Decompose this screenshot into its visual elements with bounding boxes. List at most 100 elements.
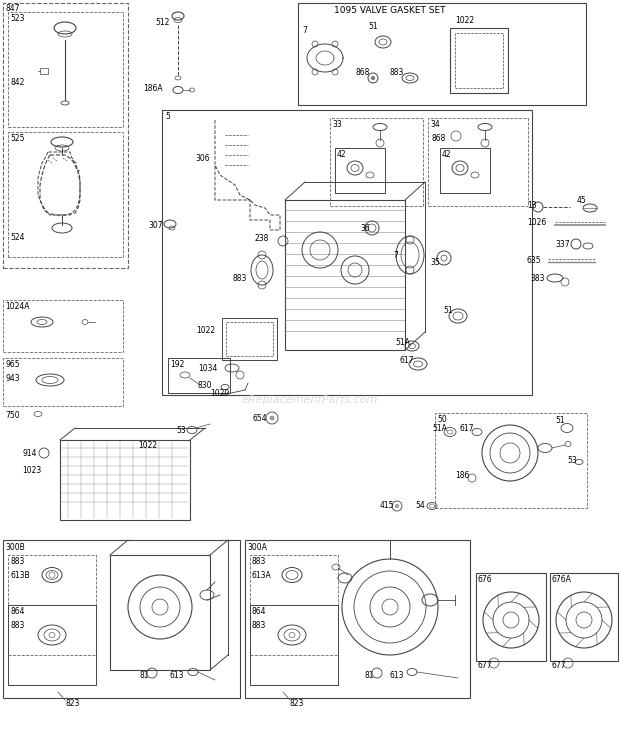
Text: 45: 45 [577,195,587,204]
Text: 1022: 1022 [196,326,215,334]
Text: 883: 883 [252,557,267,567]
Text: 81: 81 [365,670,374,679]
Text: 823: 823 [65,699,79,707]
Text: 81: 81 [140,670,149,679]
Bar [3,358,123,406]
Text: 300B: 300B [5,542,25,551]
Bar [435,413,587,508]
Text: 51: 51 [368,21,378,30]
Bar [8,605,96,685]
Text: 965: 965 [5,360,20,369]
Text: 53: 53 [176,425,186,434]
Text: 383: 383 [530,274,544,283]
Bar [226,322,273,356]
Ellipse shape [396,505,399,508]
Text: 677: 677 [478,661,493,670]
Text: 914: 914 [22,448,37,457]
Text: 883: 883 [10,622,24,630]
Bar [162,110,532,395]
Text: eReplacementParts.com: eReplacementParts.com [242,395,378,405]
Text: 613A: 613A [252,571,272,579]
Text: 51: 51 [443,306,453,314]
Text: 5: 5 [165,112,170,121]
Bar [298,3,586,105]
Text: 883: 883 [10,557,24,567]
Text: 337: 337 [555,240,570,249]
Bar [168,358,230,393]
Text: 613: 613 [390,670,404,679]
Text: 1034: 1034 [198,363,218,372]
Text: 883: 883 [252,622,267,630]
Text: 35: 35 [430,258,440,266]
Bar [110,555,210,670]
Bar [3,300,123,352]
Text: 842: 842 [10,78,24,87]
Text: 830: 830 [198,380,213,389]
Text: 864: 864 [252,608,267,616]
Text: 883: 883 [233,274,247,283]
Text: 676A: 676A [552,576,572,585]
Bar [285,200,405,350]
Text: 186A: 186A [143,84,162,92]
Bar [250,555,338,655]
Bar [440,148,490,193]
Text: 868: 868 [356,67,370,76]
Text: 7: 7 [393,251,398,260]
Text: 238: 238 [255,234,269,243]
Text: 192: 192 [170,360,184,369]
Text: 617: 617 [460,423,474,432]
Text: 864: 864 [10,608,25,616]
Bar [428,118,528,206]
Bar [8,132,123,257]
Text: 1095 VALVE GASKET SET: 1095 VALVE GASKET SET [334,5,446,15]
Text: 36: 36 [360,223,370,232]
Text: 676: 676 [478,576,493,585]
Text: 847: 847 [5,4,19,13]
Text: 34: 34 [430,119,440,129]
Text: 635: 635 [527,255,542,264]
Bar [330,118,423,206]
Text: 1024A: 1024A [5,301,30,311]
Bar [550,573,618,661]
Bar [3,540,240,698]
Text: 883: 883 [390,67,404,76]
Text: 524: 524 [10,232,25,241]
Text: 525: 525 [10,133,25,143]
Text: 677: 677 [552,661,567,670]
Bar [476,573,546,661]
Text: 1026: 1026 [527,218,546,226]
Text: 868: 868 [432,133,446,143]
Text: 51: 51 [555,415,565,425]
Text: 33: 33 [332,119,342,129]
Bar [335,148,385,193]
Text: 613: 613 [170,670,185,679]
Text: 307: 307 [148,221,162,229]
Text: 1023: 1023 [22,465,42,474]
Text: 1022: 1022 [138,440,157,449]
Text: 42: 42 [337,149,347,158]
Text: 300A: 300A [247,542,267,551]
Text: 50: 50 [437,414,447,423]
Bar [455,33,503,88]
Bar [8,12,123,127]
Text: 7: 7 [302,25,307,35]
Text: 13: 13 [527,201,537,209]
Text: 523: 523 [10,13,25,22]
Text: 42: 42 [442,149,451,158]
Text: 51A: 51A [395,337,410,346]
Text: 512: 512 [155,18,169,27]
Ellipse shape [371,76,374,79]
Ellipse shape [270,416,274,420]
Text: 613B: 613B [10,571,30,579]
Text: 51A: 51A [432,423,447,432]
Text: 415: 415 [380,502,394,511]
Bar [450,28,508,93]
Text: 306: 306 [195,153,210,163]
Text: 186: 186 [455,471,469,480]
Text: 750: 750 [5,411,20,420]
Bar [8,555,96,655]
Text: 654: 654 [253,414,268,423]
Text: 823: 823 [290,699,304,707]
Text: 1022: 1022 [455,16,474,24]
Bar [3,3,128,268]
